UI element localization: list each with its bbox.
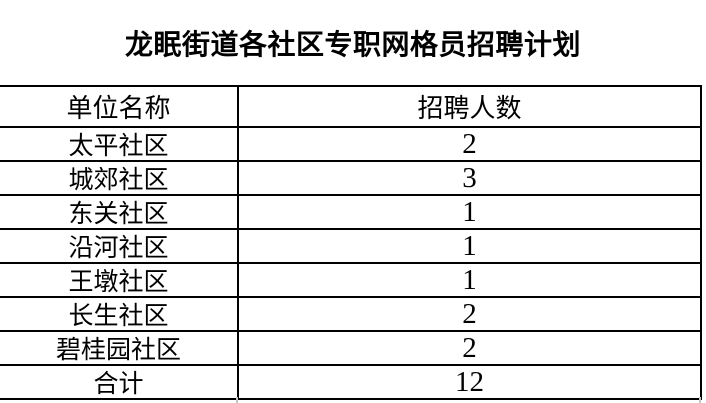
count-cell: 2 xyxy=(239,332,700,364)
recruitment-table: 单位名称 招聘人数 太平社区 2 城郊社区 3 东关社区 1 沿河社区 1 王墩… xyxy=(0,85,702,400)
column-header-unit: 单位名称 xyxy=(0,87,237,126)
count-cell: 3 xyxy=(239,162,700,194)
table-gridline-stub xyxy=(699,397,701,403)
unit-cell: 城郊社区 xyxy=(0,162,237,194)
unit-cell: 长生社区 xyxy=(0,298,237,330)
unit-cell: 沿河社区 xyxy=(0,230,237,262)
count-cell: 2 xyxy=(239,128,700,160)
count-cell: 1 xyxy=(239,196,700,228)
unit-cell: 碧桂园社区 xyxy=(0,332,237,364)
unit-cell: 太平社区 xyxy=(0,128,237,160)
page-title: 龙眠街道各社区专职网格员招聘计划 xyxy=(124,29,581,61)
count-cell: 1 xyxy=(239,264,700,296)
total-count-cell: 12 xyxy=(239,366,700,398)
table-gridline-stub xyxy=(236,397,238,403)
count-cell: 2 xyxy=(239,298,700,330)
unit-cell: 东关社区 xyxy=(0,196,237,228)
column-header-count: 招聘人数 xyxy=(239,87,700,126)
count-cell: 1 xyxy=(239,230,700,262)
total-label-cell: 合计 xyxy=(0,366,237,398)
unit-cell: 王墩社区 xyxy=(0,264,237,296)
